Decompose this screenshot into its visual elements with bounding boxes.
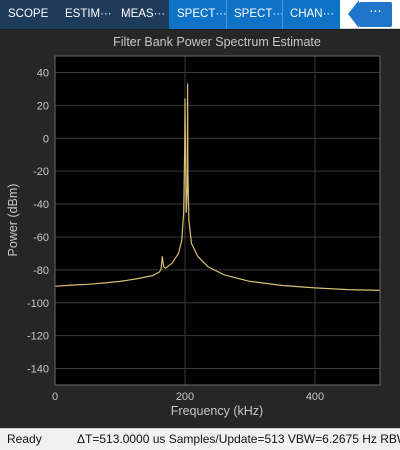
status-ready: Ready [7,432,42,446]
y-tick-label: -80 [33,265,49,277]
plot-border [54,55,381,386]
x-axis-label: Frequency (kHz) [171,404,263,418]
y-tick-label: -20 [33,166,49,178]
tab-separator [282,0,283,29]
spectrum-chart: Filter Bank Power Spectrum Estimate Freq… [0,30,400,428]
tab-spectrum[interactable]: SPECT··· [169,0,226,29]
spectrum-chart-svg: Filter Bank Power Spectrum Estimate Freq… [0,30,400,428]
y-tick-label: 40 [37,67,49,79]
tab-channel[interactable]: CHAN··· [282,0,340,29]
toolstrip: SCOPE ESTIM··· MEAS··· SPECT··· SPECT···… [0,0,400,29]
plot-area [55,56,380,385]
tab-scope[interactable]: SCOPE [0,0,57,29]
y-tick-label: -120 [27,331,49,343]
tab-estimation[interactable]: ESTIM··· [57,0,113,29]
y-axis-label: Power (dBm) [6,184,20,257]
tab-measurements[interactable]: MEAS··· [113,0,169,29]
y-tick-label: -40 [33,199,49,211]
tab-spectrum-2[interactable]: SPECT··· [226,0,282,29]
status-bar: Ready ΔT=513.0000 us Samples/Update=513 … [0,428,400,450]
chart-title: Filter Bank Power Spectrum Estimate [113,35,321,49]
x-tick-label: 200 [176,391,194,403]
y-tick-label: 0 [43,133,49,145]
y-tick-label: -100 [27,298,49,310]
status-info: ΔT=513.0000 us Samples/Update=513 VBW=6.… [77,432,400,446]
y-tick-label: -60 [33,232,49,244]
tab-separator [226,0,227,29]
x-tick-label: 400 [306,391,324,403]
overflow-arrow-icon [348,0,359,28]
y-tick-label: 20 [37,100,49,112]
overflow-menu-button[interactable]: ··· [359,2,392,27]
y-tick-label: -140 [27,364,49,376]
spectrum-trace [54,83,381,291]
x-tick-label: 0 [52,391,58,403]
